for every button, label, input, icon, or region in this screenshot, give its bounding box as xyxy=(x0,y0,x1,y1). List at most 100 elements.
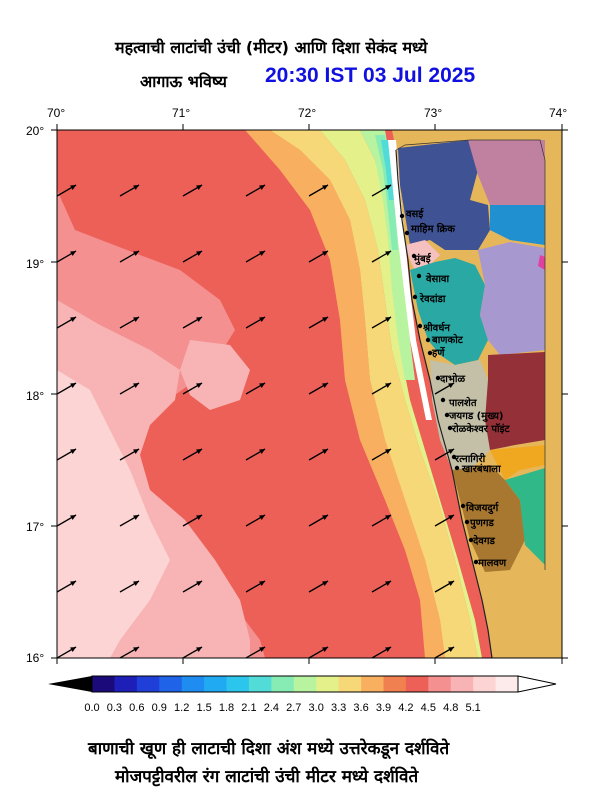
arrow-head xyxy=(196,383,203,388)
place-label: देवगड xyxy=(472,534,496,547)
arrow-head xyxy=(385,383,392,388)
arrow-head xyxy=(70,383,77,388)
colorbar-tick-label: 1.5 xyxy=(196,702,212,714)
arrow-head xyxy=(70,185,77,190)
place-label: पुणगड xyxy=(469,518,495,529)
colorbar-cell xyxy=(271,676,295,692)
place-marker xyxy=(444,412,450,418)
place-marker xyxy=(451,454,457,460)
sangli-region xyxy=(490,445,545,480)
colorbar-cell xyxy=(405,676,429,692)
forecast-datetime: 20:30 IST 03 Jul 2025 xyxy=(265,64,476,87)
arrow-head xyxy=(322,185,329,190)
colorbar-cell xyxy=(316,676,340,692)
arrow-head xyxy=(196,647,203,652)
colorbar-tick-label: 0.9 xyxy=(151,702,167,714)
arrow-head xyxy=(133,647,140,652)
arrow-head xyxy=(259,251,266,256)
pune-region xyxy=(478,242,545,355)
arrow-head xyxy=(133,185,140,190)
lon-label-73: 73° xyxy=(424,106,443,120)
coastline xyxy=(395,149,493,658)
arrow-head xyxy=(322,515,329,520)
colorbar-tick-label: 3.0 xyxy=(308,702,324,714)
colorbar-cell xyxy=(114,676,138,692)
arrow-head xyxy=(259,383,266,388)
colorbar-tick-label: 2.4 xyxy=(263,702,280,714)
colorbar-cell xyxy=(428,676,452,692)
colorbar-high-arrow xyxy=(517,675,557,693)
arrow-head xyxy=(322,251,329,256)
arrow-head xyxy=(70,515,77,520)
colorbar-cell xyxy=(181,676,205,692)
arrow-head xyxy=(196,185,203,190)
nashik-region xyxy=(468,140,545,205)
arrow-head xyxy=(385,185,392,190)
arrow-head xyxy=(133,581,140,586)
wave-height-field: वसई माहिम क्रिक मुंबई वेसावा रेवदांडा श्रीवर्… xyxy=(57,130,562,658)
place-marker xyxy=(404,230,410,236)
place-marker xyxy=(399,213,405,219)
place-markers: वसई माहिम क्रिक मुंबई वेसावा रेवदांडा श्रीवर्… xyxy=(399,207,511,569)
colorbar-note: मोजपट्टीवरील रंग लाटांची उंची मीटर मध्ये… xyxy=(115,767,419,787)
arrow-head xyxy=(322,317,329,322)
colorbar-low-arrow xyxy=(48,676,92,692)
place-label: हर्णे xyxy=(431,346,446,359)
colorbar-tick-label: 4.2 xyxy=(398,702,414,714)
place-label: दाभोळ xyxy=(439,372,466,385)
lat-label-17: 17° xyxy=(26,520,45,534)
arrow-head xyxy=(385,647,392,652)
map-title-line2: आगाऊ भविष्य xyxy=(140,72,227,91)
lon-label-74: 74° xyxy=(549,106,568,120)
colorbar-cell xyxy=(361,676,384,692)
arrow-head xyxy=(133,449,140,454)
arrow-head xyxy=(259,185,266,190)
arrow-head xyxy=(259,515,266,520)
map-title-line1: महत्वाची लाटांची उंची (मीटर) आणि दिशा से… xyxy=(115,38,428,57)
arrow-head xyxy=(385,515,392,520)
colorbar-tick-label: 2.7 xyxy=(286,702,302,714)
arrow-head xyxy=(322,647,329,652)
colorbar-tick-label: 1.2 xyxy=(174,702,190,714)
place-label: श्रीवर्धन xyxy=(422,321,450,334)
arrow-head xyxy=(385,317,392,322)
place-marker xyxy=(411,253,417,259)
colorbar-cell xyxy=(473,676,497,692)
arrow-head xyxy=(133,515,140,520)
arrow-direction-note: बाणाची खूण ही लाटाची दिशा अंश मध्ये उत्त… xyxy=(88,739,450,759)
place-label: वेसावा xyxy=(425,272,449,285)
wave-direction-arrows xyxy=(57,184,455,658)
colorbar-cell xyxy=(450,676,474,692)
arrow-head xyxy=(385,251,392,256)
colorbar-cell xyxy=(159,676,183,692)
colorbar-tick-label: 0.3 xyxy=(106,702,123,714)
lon-label-71: 71° xyxy=(172,106,191,120)
colorbar-tick-label: 3.9 xyxy=(375,702,392,714)
place-label: माहिम क्रिक xyxy=(410,222,456,235)
place-label: रेवदांडा xyxy=(419,292,446,305)
place-label: रत्नागिरी xyxy=(454,452,486,465)
place-marker xyxy=(447,425,453,431)
place-marker xyxy=(440,397,446,403)
colorbar-cell xyxy=(495,676,519,692)
colorbar-cell xyxy=(248,676,272,692)
arrow-head xyxy=(259,581,266,586)
arrow-head xyxy=(448,449,455,454)
colorbar-tick-label: 2.1 xyxy=(241,702,257,714)
arrow-head xyxy=(322,581,329,586)
place-label: रोळकेश्वर पॉइंट xyxy=(451,422,511,435)
place-label: वसई xyxy=(405,207,424,220)
mumbai-district xyxy=(405,240,440,270)
colorbar-cell xyxy=(92,676,115,692)
arrow-head xyxy=(196,449,203,454)
sindhudurg-district xyxy=(452,465,525,572)
place-marker xyxy=(427,350,433,356)
place-label: पालशेत xyxy=(448,396,478,409)
place-marker xyxy=(473,559,479,565)
place-label: विजयदुर्ग xyxy=(465,501,499,515)
colorbar-cell xyxy=(136,676,160,692)
arrow-head xyxy=(448,383,455,388)
colorbar-tick-label: 5.1 xyxy=(465,702,481,714)
arrow-head xyxy=(196,581,203,586)
